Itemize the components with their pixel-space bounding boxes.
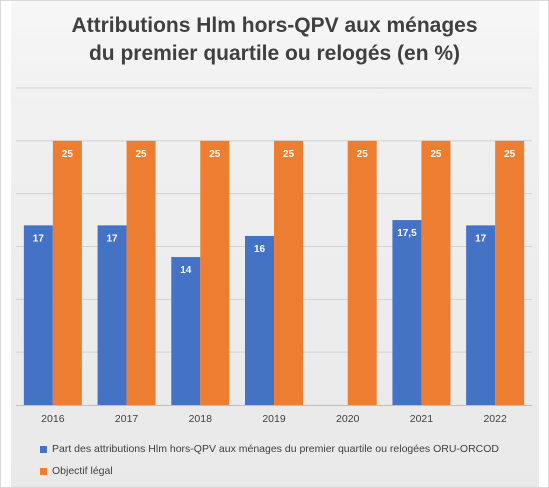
legend-item-series-1: Part des attributions Hlm hors-QPV aux m… — [40, 438, 499, 460]
bar-series-2 — [347, 140, 377, 406]
legend-item-series-2: Objectif légal — [40, 460, 499, 482]
x-tick-label: 2021 — [410, 413, 434, 425]
data-label-series-1: 17 — [475, 233, 487, 244]
data-label-series-2: 25 — [504, 149, 516, 160]
x-tick-label: 2018 — [189, 413, 213, 425]
data-label-series-2: 25 — [430, 149, 442, 160]
bar-series-1 — [23, 225, 53, 405]
legend-swatch-series-2 — [40, 467, 47, 475]
data-label-series-1: 17 — [107, 233, 119, 244]
bar-series-2 — [274, 140, 303, 406]
data-label-series-1: 17 — [33, 233, 45, 244]
data-label-series-1: 16 — [254, 244, 266, 255]
bar-series-1 — [97, 225, 127, 405]
bar-series-2 — [421, 140, 451, 406]
data-label-series-1: 17,5 — [397, 228, 417, 239]
x-tick-label: 2019 — [262, 413, 286, 425]
legend-swatch-series-1 — [40, 445, 47, 453]
chart-title: Attributions Hlm hors-QPV aux ménages du… — [0, 12, 549, 68]
x-tick-label: 2022 — [483, 413, 507, 425]
data-label-series-1: 14 — [180, 265, 192, 276]
legend-label-series-1: Part des attributions Hlm hors-QPV aux m… — [52, 443, 500, 455]
data-label-series-2: 25 — [136, 149, 148, 160]
x-tick-label: 2017 — [115, 413, 139, 425]
bar-series-2 — [52, 140, 82, 406]
legend-label-series-2: Objectif légal — [52, 465, 113, 477]
bar-series-1 — [392, 220, 422, 405]
chart-title-line-1: Attributions Hlm hors-QPV aux ménages — [71, 14, 478, 37]
chart-title-line-2: du premier quartile ou relogés (en %) — [88, 42, 461, 65]
x-tick-label: 2020 — [336, 413, 360, 425]
bar-series-2 — [126, 140, 156, 406]
bar-series-2 — [495, 140, 525, 406]
bar-series-2 — [200, 140, 230, 406]
bar-series-1 — [466, 225, 496, 405]
bar-series-1 — [171, 257, 201, 405]
legend: Part des attributions Hlm hors-QPV aux m… — [40, 438, 499, 482]
data-label-series-2: 25 — [209, 149, 221, 160]
data-label-series-2: 25 — [357, 149, 369, 160]
bar-series-1 — [245, 235, 274, 405]
data-label-series-2: 25 — [62, 149, 74, 160]
data-label-series-2: 25 — [283, 149, 295, 160]
x-tick-label: 2016 — [41, 413, 65, 425]
